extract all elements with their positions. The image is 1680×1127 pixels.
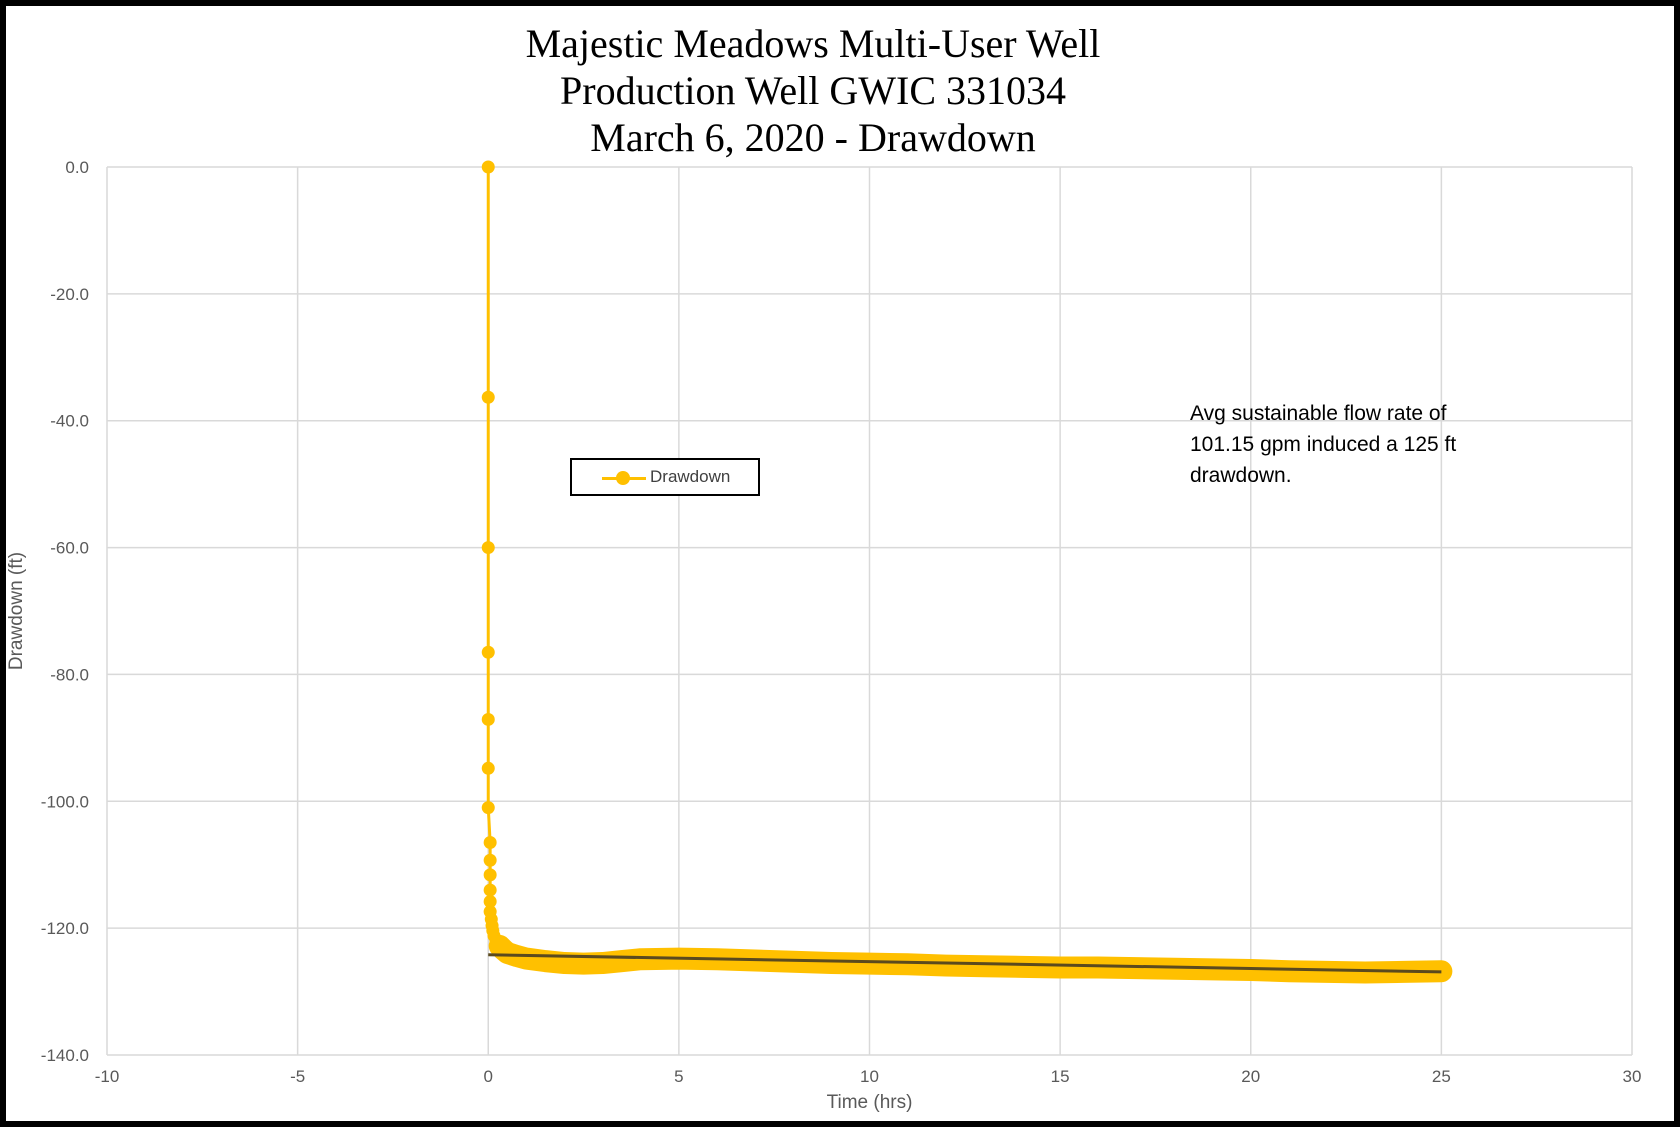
data-point [483, 836, 497, 850]
annotation-line-1: Avg sustainable flow rate of [1190, 402, 1447, 425]
data-point [1129, 961, 1143, 975]
x-tick-label: 10 [860, 1067, 879, 1086]
chart-title-line-1: Majestic Meadows Multi-User Well [525, 21, 1101, 66]
data-point [1053, 960, 1067, 974]
data-point [977, 959, 991, 973]
data-point [483, 868, 497, 882]
x-axis-title: Time (hrs) [827, 1092, 913, 1113]
y-tick-label: -20.0 [50, 285, 89, 304]
x-tick-label: -10 [95, 1067, 120, 1086]
x-tick-label: -5 [290, 1067, 305, 1086]
annotation-line-2: 101.15 gpm induced a 125 ft [1190, 433, 1457, 456]
legend-swatch-marker [616, 471, 630, 485]
series-drawdown-line [486, 167, 1442, 975]
data-point [1282, 964, 1296, 978]
data-point [1244, 963, 1258, 977]
data-point [1091, 960, 1105, 974]
y-axis-title: Drawdown (ft) [6, 552, 27, 670]
data-point [634, 952, 648, 966]
y-tick-label: -80.0 [50, 665, 89, 684]
data-point [481, 541, 495, 555]
data-point [939, 959, 953, 973]
data-point [558, 956, 571, 970]
data-point [481, 801, 495, 815]
annotation-line-3: drawdown. [1190, 464, 1292, 487]
trendline [488, 953, 1442, 974]
data-point [1206, 962, 1220, 976]
data-point [1168, 962, 1181, 976]
y-tick-label: -120.0 [41, 919, 89, 938]
data-point [481, 645, 495, 659]
y-tick-label: -40.0 [50, 412, 89, 431]
data-point [577, 957, 591, 971]
series-drawdown [481, 160, 1453, 984]
y-tick-label: -100.0 [41, 792, 89, 811]
x-tick-label: 5 [674, 1067, 683, 1086]
x-tick-label: 15 [1051, 1067, 1070, 1086]
data-point [1015, 960, 1029, 974]
data-point [863, 957, 876, 971]
x-tick-label: 20 [1241, 1067, 1260, 1086]
legend: Drawdown [570, 458, 760, 496]
data-point [481, 761, 495, 775]
x-tick-label: 25 [1432, 1067, 1451, 1086]
y-tick-label: 0.0 [65, 158, 89, 177]
data-point [483, 895, 497, 909]
data-point [1358, 966, 1372, 980]
x-tick-label: 0 [484, 1067, 493, 1086]
y-tick-label: -140.0 [41, 1046, 89, 1065]
chart-title-line-3: March 6, 2020 - Drawdown [590, 115, 1036, 160]
data-point [483, 883, 497, 897]
annotation-text: Avg sustainable flow rate of 101.15 gpm … [1190, 398, 1520, 491]
data-point [481, 390, 495, 404]
x-tick-label: 30 [1623, 1067, 1642, 1086]
data-point [1320, 965, 1334, 979]
data-point [481, 160, 495, 174]
data-point [538, 954, 552, 968]
data-point [596, 956, 610, 970]
y-tick-label: -60.0 [50, 539, 89, 558]
data-point [824, 956, 838, 970]
data-point [901, 957, 915, 971]
legend-label-drawdown: Drawdown [650, 467, 731, 486]
chart-title-line-2: Production Well GWIC 331034 [560, 68, 1066, 113]
data-point [483, 853, 497, 867]
data-point [481, 712, 495, 726]
